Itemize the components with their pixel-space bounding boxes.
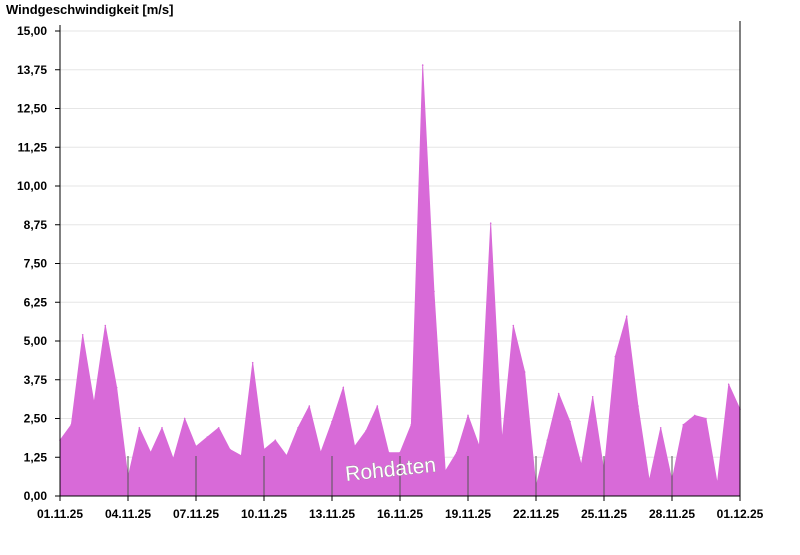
- data-point: [195, 445, 197, 448]
- data-point: [682, 423, 685, 426]
- data-point: [467, 414, 469, 417]
- data-point: [727, 383, 730, 386]
- data-point: [557, 392, 560, 395]
- data-point: [410, 423, 413, 426]
- y-tick-label: 13,75: [17, 63, 47, 77]
- data-point: [659, 427, 662, 429]
- x-tick-label: 01.12.25: [717, 507, 764, 521]
- y-axis-label: Windgeschwindigkeit [m/s]: [6, 2, 174, 17]
- data-point: [716, 482, 719, 485]
- data-point: [149, 451, 152, 454]
- data-point: [70, 423, 73, 426]
- data-point: [365, 430, 367, 432]
- data-point: [331, 420, 333, 423]
- y-tick-label: 6,25: [24, 295, 48, 309]
- data-point: [648, 479, 651, 482]
- data-point: [251, 361, 254, 364]
- data-point: [705, 417, 707, 420]
- data-point: [263, 448, 265, 451]
- data-point: [546, 439, 549, 442]
- data-point: [183, 417, 186, 420]
- data-point: [172, 458, 175, 460]
- y-tick-label: 8,75: [24, 218, 48, 232]
- y-tick-label: 11,25: [18, 140, 48, 154]
- y-tick-label: 2,50: [24, 412, 48, 426]
- y-tick-label: 3,75: [24, 373, 48, 387]
- data-point: [93, 402, 95, 404]
- y-tick-label: 7,50: [24, 257, 48, 271]
- data-point: [81, 334, 84, 336]
- data-point: [274, 439, 277, 442]
- data-point: [308, 405, 311, 407]
- x-tick-label: 01.11.25: [37, 507, 83, 521]
- data-point: [217, 427, 220, 429]
- data-point: [693, 414, 696, 417]
- data-point: [478, 445, 481, 448]
- grid: [60, 30, 740, 458]
- data-point: [580, 464, 583, 466]
- y-tick-label: 10,00: [17, 179, 47, 193]
- data-point: [353, 445, 356, 448]
- data-point: [319, 451, 322, 454]
- x-tick-label: 10.11.25: [241, 507, 287, 521]
- x-tick-label: 04.11.25: [105, 507, 151, 521]
- x-tick-label: 13.11.25: [309, 507, 355, 521]
- data-point: [115, 386, 118, 389]
- data-point: [625, 315, 628, 318]
- data-point: [376, 405, 379, 407]
- data-point: [206, 436, 209, 438]
- data-point: [591, 396, 594, 398]
- data-point: [501, 439, 503, 442]
- x-tick-label: 22.11.25: [513, 507, 559, 521]
- x-tick-label: 16.11.25: [377, 507, 423, 521]
- y-tick-label: 1,25: [24, 450, 48, 464]
- data-point: [387, 451, 390, 454]
- data-point: [399, 451, 401, 454]
- x-tick-label: 28.11.25: [649, 507, 695, 521]
- data-point: [637, 405, 639, 407]
- data-point: [512, 324, 515, 327]
- data-point: [455, 451, 458, 454]
- x-tick-label: 19.11.25: [445, 507, 491, 521]
- series-layer: [59, 64, 741, 497]
- data-point: [433, 290, 435, 293]
- data-point: [104, 324, 107, 327]
- data-point: [421, 64, 424, 66]
- data-point: [523, 371, 526, 373]
- data-point: [229, 448, 231, 451]
- data-point: [161, 427, 163, 429]
- y-tick-label: 12,50: [17, 102, 47, 116]
- axes: 0,00 1,25 2,50 3,75 5,00 6,25 7,50 8,75 10,00 11,…: [17, 21, 764, 521]
- data-point: [138, 427, 141, 429]
- y-tick-label: 5,00: [24, 334, 48, 348]
- data-point: [297, 427, 299, 429]
- data-point: [569, 420, 571, 423]
- data-point: [444, 470, 447, 473]
- series-area: [59, 65, 741, 497]
- data-point: [489, 222, 492, 224]
- y-tick-label: 15,00: [17, 24, 47, 38]
- y-tick-label: 0,00: [24, 489, 48, 503]
- data-point: [614, 355, 617, 358]
- data-point: [240, 454, 243, 457]
- data-point: [342, 386, 345, 389]
- x-tick-label: 07.11.25: [173, 507, 219, 521]
- data-point: [285, 454, 288, 457]
- x-tick-label: 25.11.25: [581, 507, 627, 521]
